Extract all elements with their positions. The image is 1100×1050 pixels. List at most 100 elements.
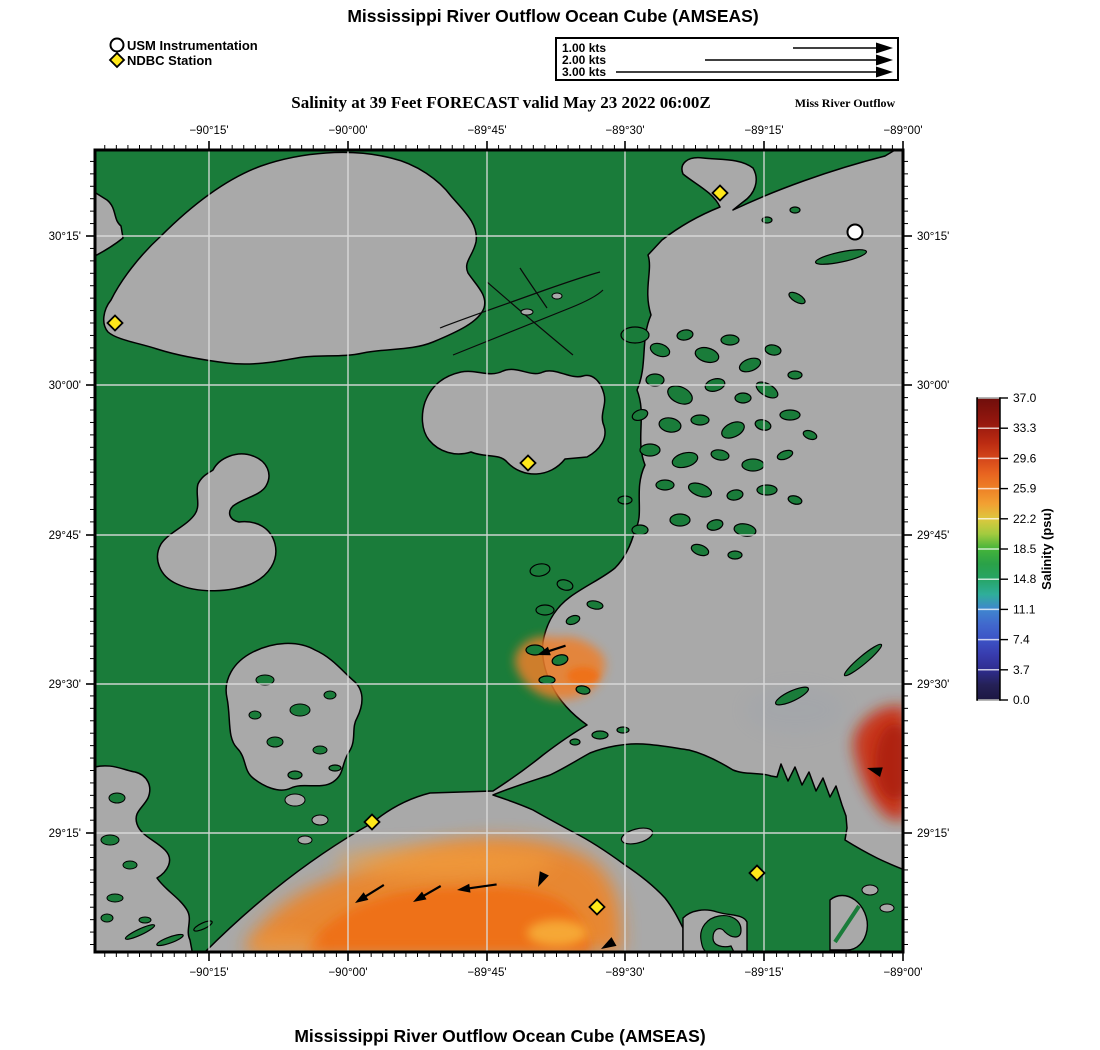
marsh-pond <box>323 690 337 700</box>
green-island <box>779 409 801 421</box>
scale-row-1-label: 1.00 kts <box>562 41 606 55</box>
colorbar-tick-label: 18.5 <box>1013 542 1037 556</box>
vector-scale-box: 1.00 kts 2.00 kts 3.00 kts <box>555 37 899 81</box>
scale-arrowhead <box>876 54 893 66</box>
green-island <box>631 524 649 536</box>
colorbar-tick-label: 14.8 <box>1013 572 1037 586</box>
green-island <box>569 738 581 746</box>
green-island <box>788 291 806 305</box>
current-arrowhead <box>867 767 883 777</box>
green-island <box>639 443 661 457</box>
green-island <box>658 417 682 433</box>
ndbc-station-marker[interactable] <box>519 454 537 472</box>
scale-arrows <box>616 42 893 78</box>
delta-marsh <box>492 743 903 952</box>
bottom-title: Mississippi River Outflow Ocean Cube (AM… <box>294 1026 705 1046</box>
graticule-gridlines <box>95 150 903 952</box>
map-area[interactable] <box>91 150 937 968</box>
marsh-pond <box>138 916 152 924</box>
green-island <box>328 764 342 772</box>
x-axis-label: −89°45' <box>467 967 506 979</box>
green-island <box>774 686 810 706</box>
green-island <box>690 543 710 557</box>
green-island <box>156 933 184 947</box>
current-arrowhead <box>601 937 617 949</box>
usm-instrument-marker[interactable] <box>846 223 864 241</box>
marsh-hole <box>879 903 895 913</box>
marsh-pond <box>248 710 262 720</box>
river-channels <box>439 267 604 356</box>
marker-legend: USM Instrumentation NDBC Station <box>108 37 258 69</box>
ndbc-station-marker[interactable] <box>106 314 124 332</box>
x-axis-label: −89°00' <box>883 967 922 979</box>
current-vectors <box>355 644 883 949</box>
plume-west-haze <box>250 932 320 952</box>
green-island <box>802 429 818 441</box>
green-island <box>667 385 693 405</box>
plume-hot-spot <box>527 920 587 946</box>
delta-orange-core <box>567 667 599 685</box>
green-island <box>789 206 801 214</box>
green-island <box>687 482 713 498</box>
current-arrowhead <box>355 892 369 903</box>
green-island <box>694 346 720 364</box>
green-island <box>733 523 757 537</box>
current-arrow-tail <box>464 883 497 891</box>
gray-islets <box>284 793 329 845</box>
marsh-pond <box>255 674 275 686</box>
southwest-marsh <box>95 765 194 952</box>
current-arrowhead <box>413 891 427 902</box>
green-island <box>710 449 730 461</box>
bay-sliver <box>833 904 861 944</box>
x-axis-label: −89°15' <box>744 125 783 137</box>
colorbar-tick-label: 11.1 <box>1013 602 1036 616</box>
green-island <box>556 579 574 591</box>
ndbc-station-marker[interactable] <box>363 813 381 831</box>
y-axis-label: 29°45' <box>917 530 949 542</box>
y-axis-label: 29°45' <box>49 530 81 542</box>
y-axis-label: 29°30' <box>49 679 81 691</box>
green-island <box>734 392 752 404</box>
colorbar-ticks <box>978 397 1008 701</box>
green-island <box>591 730 609 740</box>
ndbc-station-marker[interactable] <box>711 184 729 202</box>
x-axis-label: −90°15' <box>189 125 228 137</box>
green-island <box>616 726 630 734</box>
usm-legend-label: USM Instrumentation <box>127 38 258 53</box>
east-red-core <box>875 724 903 800</box>
green-island <box>721 421 745 439</box>
green-island <box>726 489 744 501</box>
green-island <box>706 519 724 531</box>
y-axis-label: 29°15' <box>917 828 949 840</box>
main-plume-core <box>305 885 591 952</box>
green-island <box>631 408 649 422</box>
green-island <box>645 373 665 387</box>
green-island <box>776 449 794 461</box>
page-title: Mississippi River Outflow Ocean Cube (AM… <box>347 6 758 26</box>
green-island <box>193 920 213 932</box>
green-island <box>738 357 762 373</box>
bay-hook-island <box>700 915 742 952</box>
marsh-bays <box>620 827 895 952</box>
x-axis-label: −89°45' <box>467 125 506 137</box>
colorbar-tick-label: 29.6 <box>1013 451 1037 465</box>
colorbar-title: Salinity (psu) <box>1039 508 1054 590</box>
x-axis-label: −89°15' <box>744 967 783 979</box>
green-island <box>787 495 803 505</box>
ndbc-station-marker[interactable] <box>748 864 766 882</box>
ndbc-station-marker[interactable] <box>588 898 606 916</box>
east-south-nodata-region <box>204 150 903 952</box>
x-axis-label: −90°00' <box>328 125 367 137</box>
marsh-inlet <box>620 827 654 845</box>
colorbar[interactable]: 37.0 33.3 29.6 25.9 22.2 18.5 14.8 11.1 7.4 3.7 0.… <box>976 391 1054 707</box>
plume-upper-band <box>335 846 555 878</box>
green-island <box>727 550 743 560</box>
marsh-ponds <box>100 674 337 924</box>
green-island <box>575 685 591 695</box>
colorbar-tick-label: 3.7 <box>1013 663 1030 677</box>
marsh-pond <box>312 745 328 755</box>
marsh-pond <box>106 893 124 903</box>
x-axis-label: −89°30' <box>605 967 644 979</box>
green-island <box>756 484 778 496</box>
